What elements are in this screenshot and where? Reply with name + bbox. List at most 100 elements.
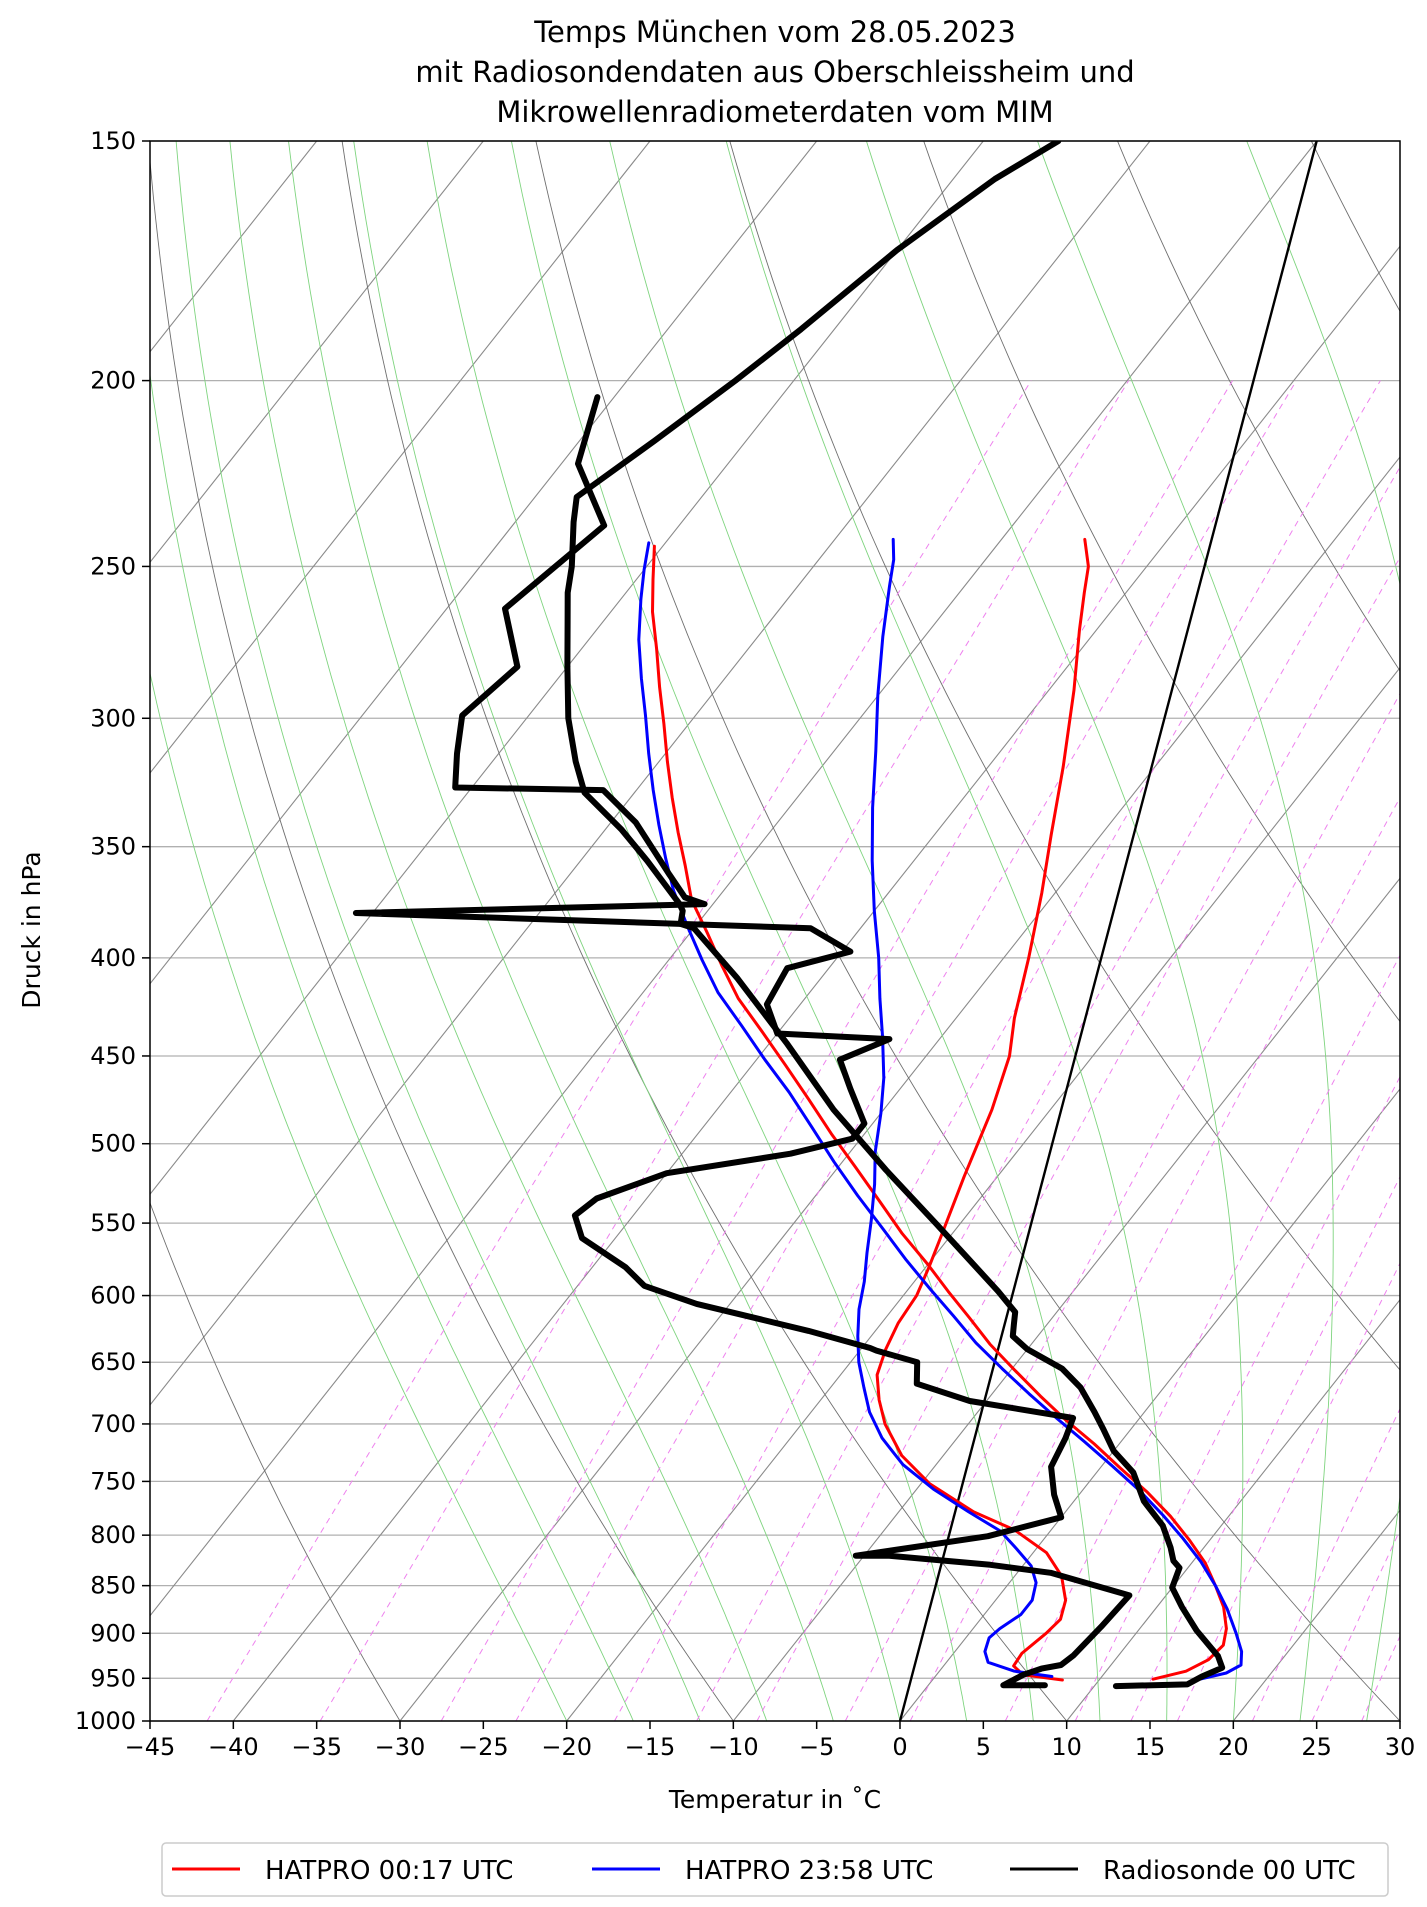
mixing-ratio-line xyxy=(844,692,1400,1721)
moist-adiabat-line xyxy=(510,141,1034,1721)
series-line-3 xyxy=(637,541,1244,1681)
x-tick-label: 15 xyxy=(1135,1733,1166,1761)
mixing-ratio-line xyxy=(696,466,1400,1721)
y-tick-label: 300 xyxy=(90,704,136,732)
isotherm-line xyxy=(150,141,651,774)
mixing-ratio-line xyxy=(1176,1262,1400,1721)
series-line-4 xyxy=(352,394,1133,1689)
x-tick-label: −45 xyxy=(125,1733,176,1761)
moist-adiabat-line xyxy=(1246,141,1400,1721)
legend: HATPRO 00:17 UTC HATPRO 23:58 UTC Radios… xyxy=(161,1842,1389,1897)
moist-adiabat-line xyxy=(288,141,834,1721)
y-axis-ticks: 150 200 250 300 350 400 450 500 550 600 650 700 750 8… xyxy=(75,127,150,1735)
x-tick-label: 0 xyxy=(892,1733,907,1761)
dry-adiabat-line xyxy=(1117,141,1400,672)
x-tick-label: −35 xyxy=(291,1733,342,1761)
dry-adiabat-line xyxy=(729,141,1400,1371)
legend-label-hatpro-2358: HATPRO 23:58 UTC xyxy=(685,1856,933,1886)
isotherm-line xyxy=(150,141,1318,1617)
series-line-2 xyxy=(856,537,1054,1678)
mixing-ratio-line xyxy=(515,380,1297,1721)
dry-adiabat-line xyxy=(341,141,1068,1721)
moist-adiabat-line xyxy=(725,141,1168,1721)
y-tick-label: 150 xyxy=(90,127,136,155)
x-tick-label: −10 xyxy=(708,1733,759,1761)
mixing-ratio-line xyxy=(909,796,1400,1721)
isotherm-line xyxy=(1066,1298,1400,1721)
x-tick-label: 20 xyxy=(1218,1733,1249,1761)
mixing-ratio-line xyxy=(756,556,1400,1721)
background-grid xyxy=(150,140,1400,1722)
x-tick-label: −20 xyxy=(541,1733,592,1761)
moist-adiabat-line xyxy=(175,141,701,1721)
chart-title-line-2: mit Radiosondendaten aus Oberschleisshei… xyxy=(415,55,1134,89)
isotherm-line xyxy=(732,877,1400,1721)
y-tick-label: 850 xyxy=(90,1572,136,1600)
y-tick-label: 650 xyxy=(90,1348,136,1376)
isotherm-line xyxy=(232,245,1400,1721)
isotherm-line xyxy=(150,141,984,1196)
y-tick-label: 1000 xyxy=(75,1707,136,1735)
x-tick-label: 10 xyxy=(1051,1733,1082,1761)
x-tick-label: 30 xyxy=(1385,1733,1416,1761)
y-tick-label: 200 xyxy=(90,367,136,395)
series-line-5 xyxy=(564,141,1226,1690)
mixing-ratio-line xyxy=(1074,1075,1400,1721)
x-tick-label: 25 xyxy=(1301,1733,1332,1761)
reference-lines xyxy=(150,141,1427,1721)
mixing-ratio-line xyxy=(1130,1175,1400,1721)
moist-adiabat-line xyxy=(150,371,634,1721)
x-tick-label: −40 xyxy=(208,1733,259,1761)
series-layer xyxy=(352,141,1244,1690)
mixing-ratio-line xyxy=(440,380,1234,1721)
isotherm-line xyxy=(399,456,1400,1721)
y-tick-label: 400 xyxy=(90,944,136,972)
y-tick-label: 900 xyxy=(90,1619,136,1647)
x-tick-label: −15 xyxy=(625,1733,676,1761)
isotherm-line xyxy=(150,141,1151,1406)
chart-title-line-1: Temps München vom 28.05.2023 xyxy=(533,15,1016,49)
moist-adiabat-line xyxy=(865,141,1244,1721)
mixing-ratio-line xyxy=(1251,1407,1400,1721)
y-tick-label: 700 xyxy=(90,1410,136,1438)
series-line-0 xyxy=(875,537,1090,1682)
x-axis-title: Temperatur in ˚C xyxy=(668,1785,881,1814)
dry-adiabat-line xyxy=(923,141,1400,1023)
isotherm-line xyxy=(1232,1509,1400,1721)
plot-frame xyxy=(149,140,1401,1722)
y-axis-title: Druck in hPa xyxy=(17,851,46,1008)
legend-label-radiosonde: Radiosonde 00 UTC xyxy=(1103,1856,1356,1886)
chart-title-line-3: Mikrowellenradiometerdaten vom MIM xyxy=(496,95,1053,129)
y-tick-label: 750 xyxy=(90,1467,136,1495)
isotherm-line xyxy=(566,666,1400,1721)
moist-adiabat-line xyxy=(1037,141,1334,1721)
isotherm-line xyxy=(899,1088,1400,1721)
reference-diagonal-line xyxy=(898,141,1318,1721)
dry-adiabat-line xyxy=(1310,141,1400,313)
dry-adiabat-line xyxy=(535,141,1400,1721)
mixing-ratio-line xyxy=(1361,1634,1400,1721)
y-tick-label: 600 xyxy=(90,1282,136,1310)
mixing-ratio-line xyxy=(1311,1529,1400,1721)
legend-label-hatpro-0017: HATPRO 00:17 UTC xyxy=(265,1856,513,1886)
mixing-ratio-line xyxy=(206,380,1032,1721)
moist-adiabat-line xyxy=(426,141,968,1721)
moist-adiabat-line xyxy=(229,141,768,1721)
x-tick-label: −30 xyxy=(375,1733,426,1761)
legend-box xyxy=(161,1842,1389,1897)
series-line-1 xyxy=(651,544,1228,1681)
isotherm-line xyxy=(150,141,818,985)
y-tick-label: 800 xyxy=(90,1521,136,1549)
moist-adiabat-line xyxy=(609,141,1101,1721)
x-tick-label: 5 xyxy=(976,1733,991,1761)
x-tick-label: −25 xyxy=(458,1733,509,1761)
mixing-ratio-line xyxy=(1004,954,1400,1721)
y-tick-label: 350 xyxy=(90,833,136,861)
y-tick-label: 500 xyxy=(90,1130,136,1158)
isotherm-line xyxy=(1399,1720,1400,1721)
mixing-ratio-line xyxy=(614,380,1381,1721)
y-tick-label: 450 xyxy=(90,1042,136,1070)
y-tick-label: 950 xyxy=(90,1664,136,1692)
mixing-ratio-line xyxy=(1404,381,1427,1721)
